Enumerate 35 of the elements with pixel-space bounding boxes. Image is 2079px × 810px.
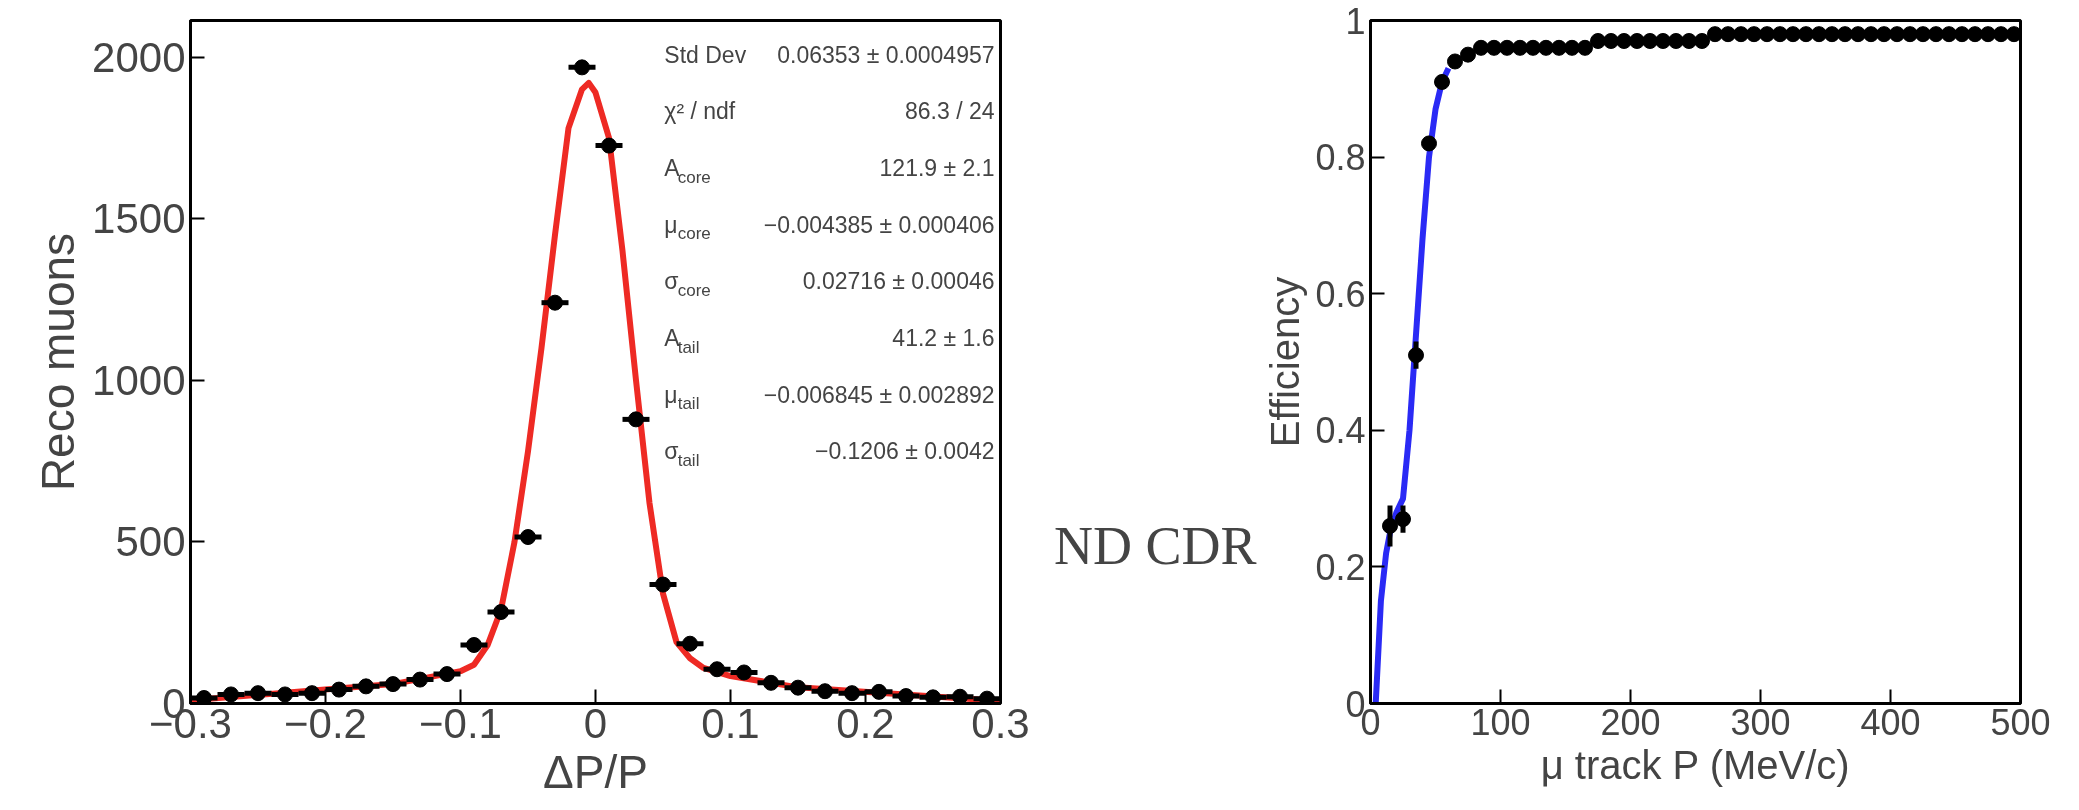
- x-axis-title: μ track P (MeV/c): [1540, 742, 1850, 787]
- x-tick-label: 0.1: [701, 699, 760, 747]
- annotation: χ² / ndf: [664, 98, 736, 125]
- y-axis-title: Efficiency: [1263, 276, 1308, 448]
- x-tick-label: −0.2: [284, 699, 367, 747]
- y-tick-label: 1500: [92, 195, 186, 243]
- annotation: 0.06353 ± 0.0004957: [777, 41, 995, 68]
- x-tick-label: −0.1: [419, 699, 502, 747]
- x-tick-label: 0.3: [971, 699, 1030, 747]
- x-tick-label: 0: [583, 699, 608, 747]
- annotation: 86.3 / 24: [904, 98, 995, 125]
- y-tick-label: 1000: [92, 356, 186, 404]
- y-axis-title: Reco muons: [32, 232, 85, 492]
- y-tick-label: 500: [115, 518, 186, 566]
- y-tick-label: 0.4: [1315, 410, 1366, 452]
- x-tick-label: 500: [1990, 701, 2051, 743]
- annotation: 121.9 ± 2.1: [879, 155, 995, 182]
- x-tick-label: 0.2: [836, 699, 895, 747]
- y-tick-label: 0.2: [1315, 546, 1366, 588]
- y-tick-label: 2000: [92, 33, 186, 81]
- annotation: 41.2 ± 1.6: [892, 325, 995, 352]
- x-tick-label: 100: [1470, 701, 1531, 743]
- x-axis-title: ΔP/P: [543, 745, 648, 798]
- text: ND CDR: [1053, 516, 1257, 577]
- annotation: Std Dev: [664, 41, 747, 68]
- x-tick-label: 200: [1600, 701, 1661, 743]
- x-tick-label: 400: [1860, 701, 1921, 743]
- annotation: −0.1206 ± 0.0042: [814, 438, 995, 465]
- annotation: −0.004385 ± 0.000406: [763, 211, 995, 238]
- y-tick-label: 0.6: [1315, 273, 1366, 315]
- y-tick-label: 1: [1345, 0, 1366, 42]
- x-tick-label: 300: [1730, 701, 1791, 743]
- annotation: 0.02716 ± 0.00046: [802, 268, 995, 295]
- y-tick-label: 0.8: [1315, 137, 1366, 179]
- annotation: −0.006845 ± 0.002892: [763, 381, 995, 408]
